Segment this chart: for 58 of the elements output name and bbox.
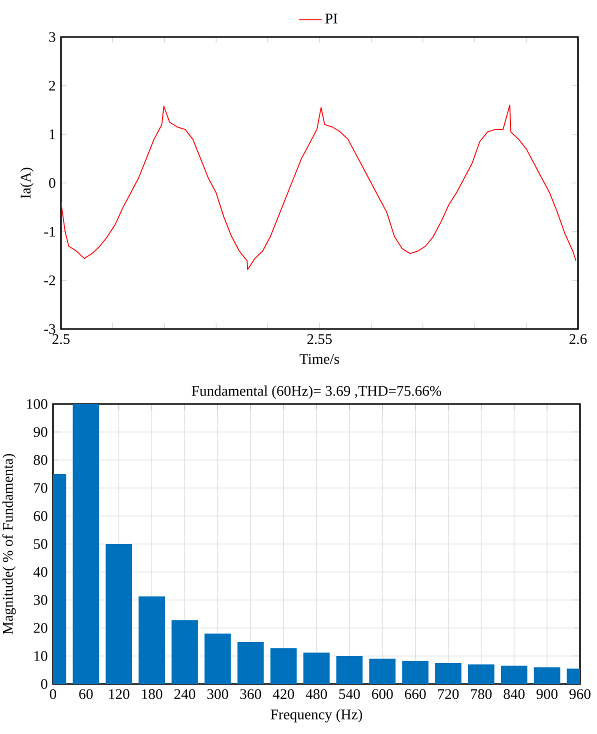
y-tick-label: -2 xyxy=(44,275,56,286)
bar xyxy=(500,666,528,684)
y-tick-label: 2 xyxy=(49,80,56,91)
x-tick-label: 600 xyxy=(372,689,393,700)
y-tick-label: 80 xyxy=(34,455,48,465)
y-tick-label: -3 xyxy=(44,324,56,334)
y-tick-label: 50 xyxy=(34,539,48,549)
x-tick-label: 720 xyxy=(438,689,459,700)
x-tick-label: 120 xyxy=(109,689,130,700)
bar xyxy=(172,620,198,684)
bar xyxy=(204,634,231,684)
bar xyxy=(435,663,462,684)
x-tick-label: 660 xyxy=(404,689,426,700)
bar xyxy=(138,596,165,684)
y-tick-label: 60 xyxy=(34,511,48,521)
bar xyxy=(534,667,560,684)
bar xyxy=(270,648,297,684)
bar xyxy=(303,652,330,684)
y-tick-label: -1 xyxy=(44,226,55,237)
bar xyxy=(468,664,494,684)
legend-label: PI xyxy=(325,14,338,24)
y-tick-label: 70 xyxy=(34,483,48,493)
x-tick-label: 780 xyxy=(471,689,492,700)
y-tick-label: 0 xyxy=(41,679,48,689)
bar xyxy=(72,404,100,684)
bar xyxy=(369,658,396,684)
bar xyxy=(237,642,264,684)
x-tick-label: 2.55 xyxy=(307,334,332,344)
y-tick-label: 90 xyxy=(34,427,48,437)
y-tick-label: 1 xyxy=(50,129,55,140)
x-tick-label: 2.5 xyxy=(52,334,70,344)
bar xyxy=(336,656,363,684)
x-tick-label: 960 xyxy=(569,689,590,700)
y-tick-label: 0 xyxy=(49,178,56,188)
y-tick-label: 3 xyxy=(49,32,56,42)
x-tick-label: 300 xyxy=(207,689,228,700)
x-axis-title: Time/s xyxy=(300,354,340,364)
x-tick-label: 540 xyxy=(339,689,360,700)
y-tick-label: 100 xyxy=(27,399,48,409)
y-tick-label: 40 xyxy=(33,567,48,577)
y-axis-title: Ia(A) xyxy=(20,168,34,198)
x-tick-label: 480 xyxy=(306,689,327,700)
x-tick-label: 60 xyxy=(79,689,93,700)
y-tick-label: 10 xyxy=(34,651,48,661)
chart-title: Fundamental (60Hz)= 3.69 ,THD=75.66% xyxy=(192,386,442,399)
x-tick-label: 420 xyxy=(272,689,294,700)
x-tick-label: 360 xyxy=(240,689,262,700)
y-tick-label: 30 xyxy=(34,595,48,605)
x-axis-title: Frequency (Hz) xyxy=(270,709,362,722)
x-tick-label: 2.6 xyxy=(569,334,587,344)
x-tick-label: 900 xyxy=(536,689,558,700)
x-tick-label: 840 xyxy=(504,689,525,700)
y-tick-label: 20 xyxy=(34,623,48,633)
bar xyxy=(106,544,132,684)
x-tick-label: 240 xyxy=(174,689,196,700)
y-axis-title: Magnitude( % of Fundamenta) xyxy=(2,454,16,634)
bar xyxy=(402,661,428,684)
x-tick-label: 180 xyxy=(142,689,162,700)
